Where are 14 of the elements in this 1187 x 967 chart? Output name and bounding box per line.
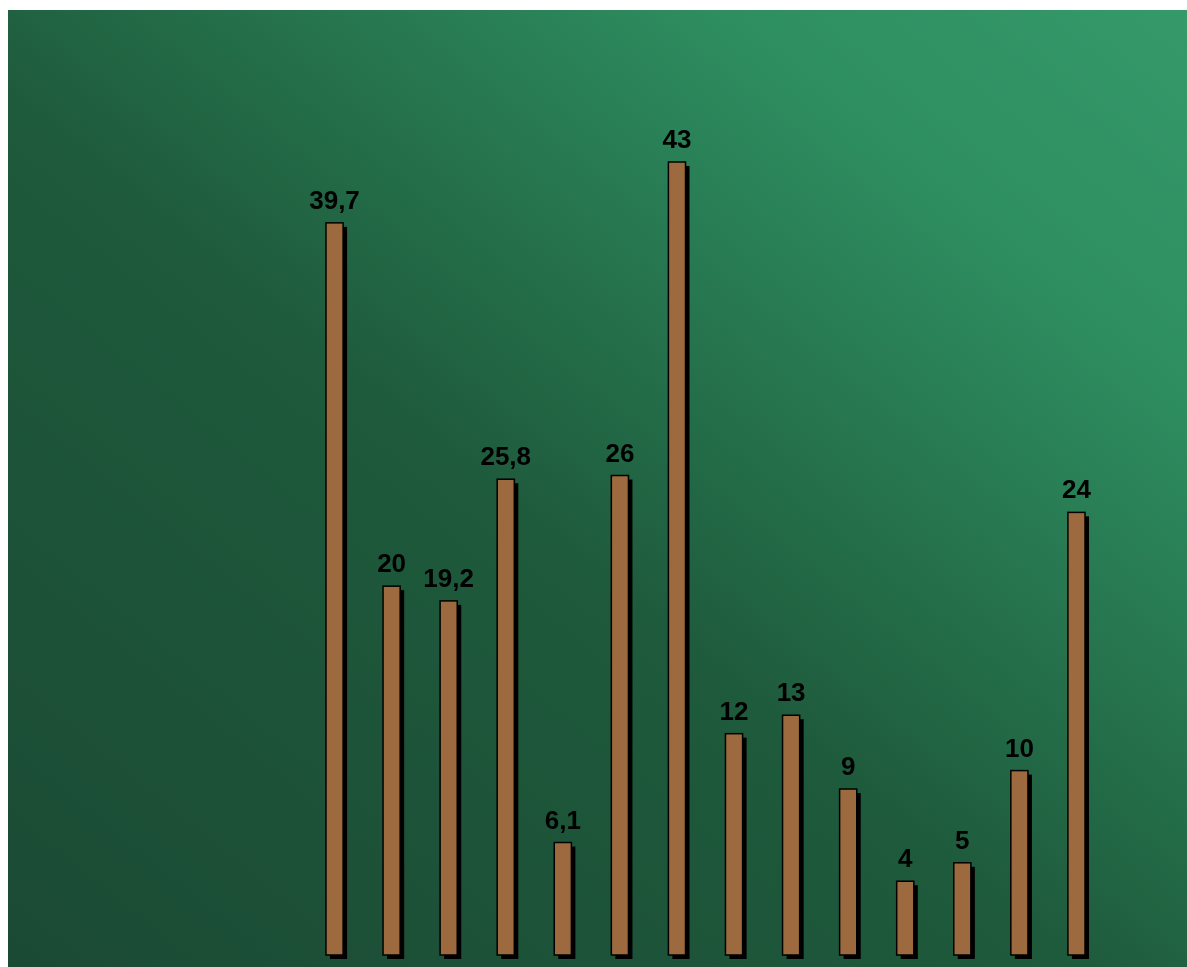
- data-label: 19,2: [423, 562, 474, 593]
- data-label: 6,1: [544, 804, 581, 835]
- data-label: 25,8: [480, 441, 532, 472]
- data-label: 10: [1004, 732, 1034, 763]
- data-label: 5: [955, 824, 970, 855]
- data-label: 13: [776, 677, 806, 708]
- data-label: 39,7: [309, 184, 360, 215]
- data-label: 20: [377, 548, 407, 579]
- data-label: 24: [1062, 474, 1092, 505]
- data-label: 26: [605, 437, 635, 468]
- data-label: 4: [898, 843, 914, 874]
- data-label: 9: [840, 751, 856, 782]
- data-label: 12: [719, 695, 749, 726]
- data-label: 43: [662, 124, 692, 154]
